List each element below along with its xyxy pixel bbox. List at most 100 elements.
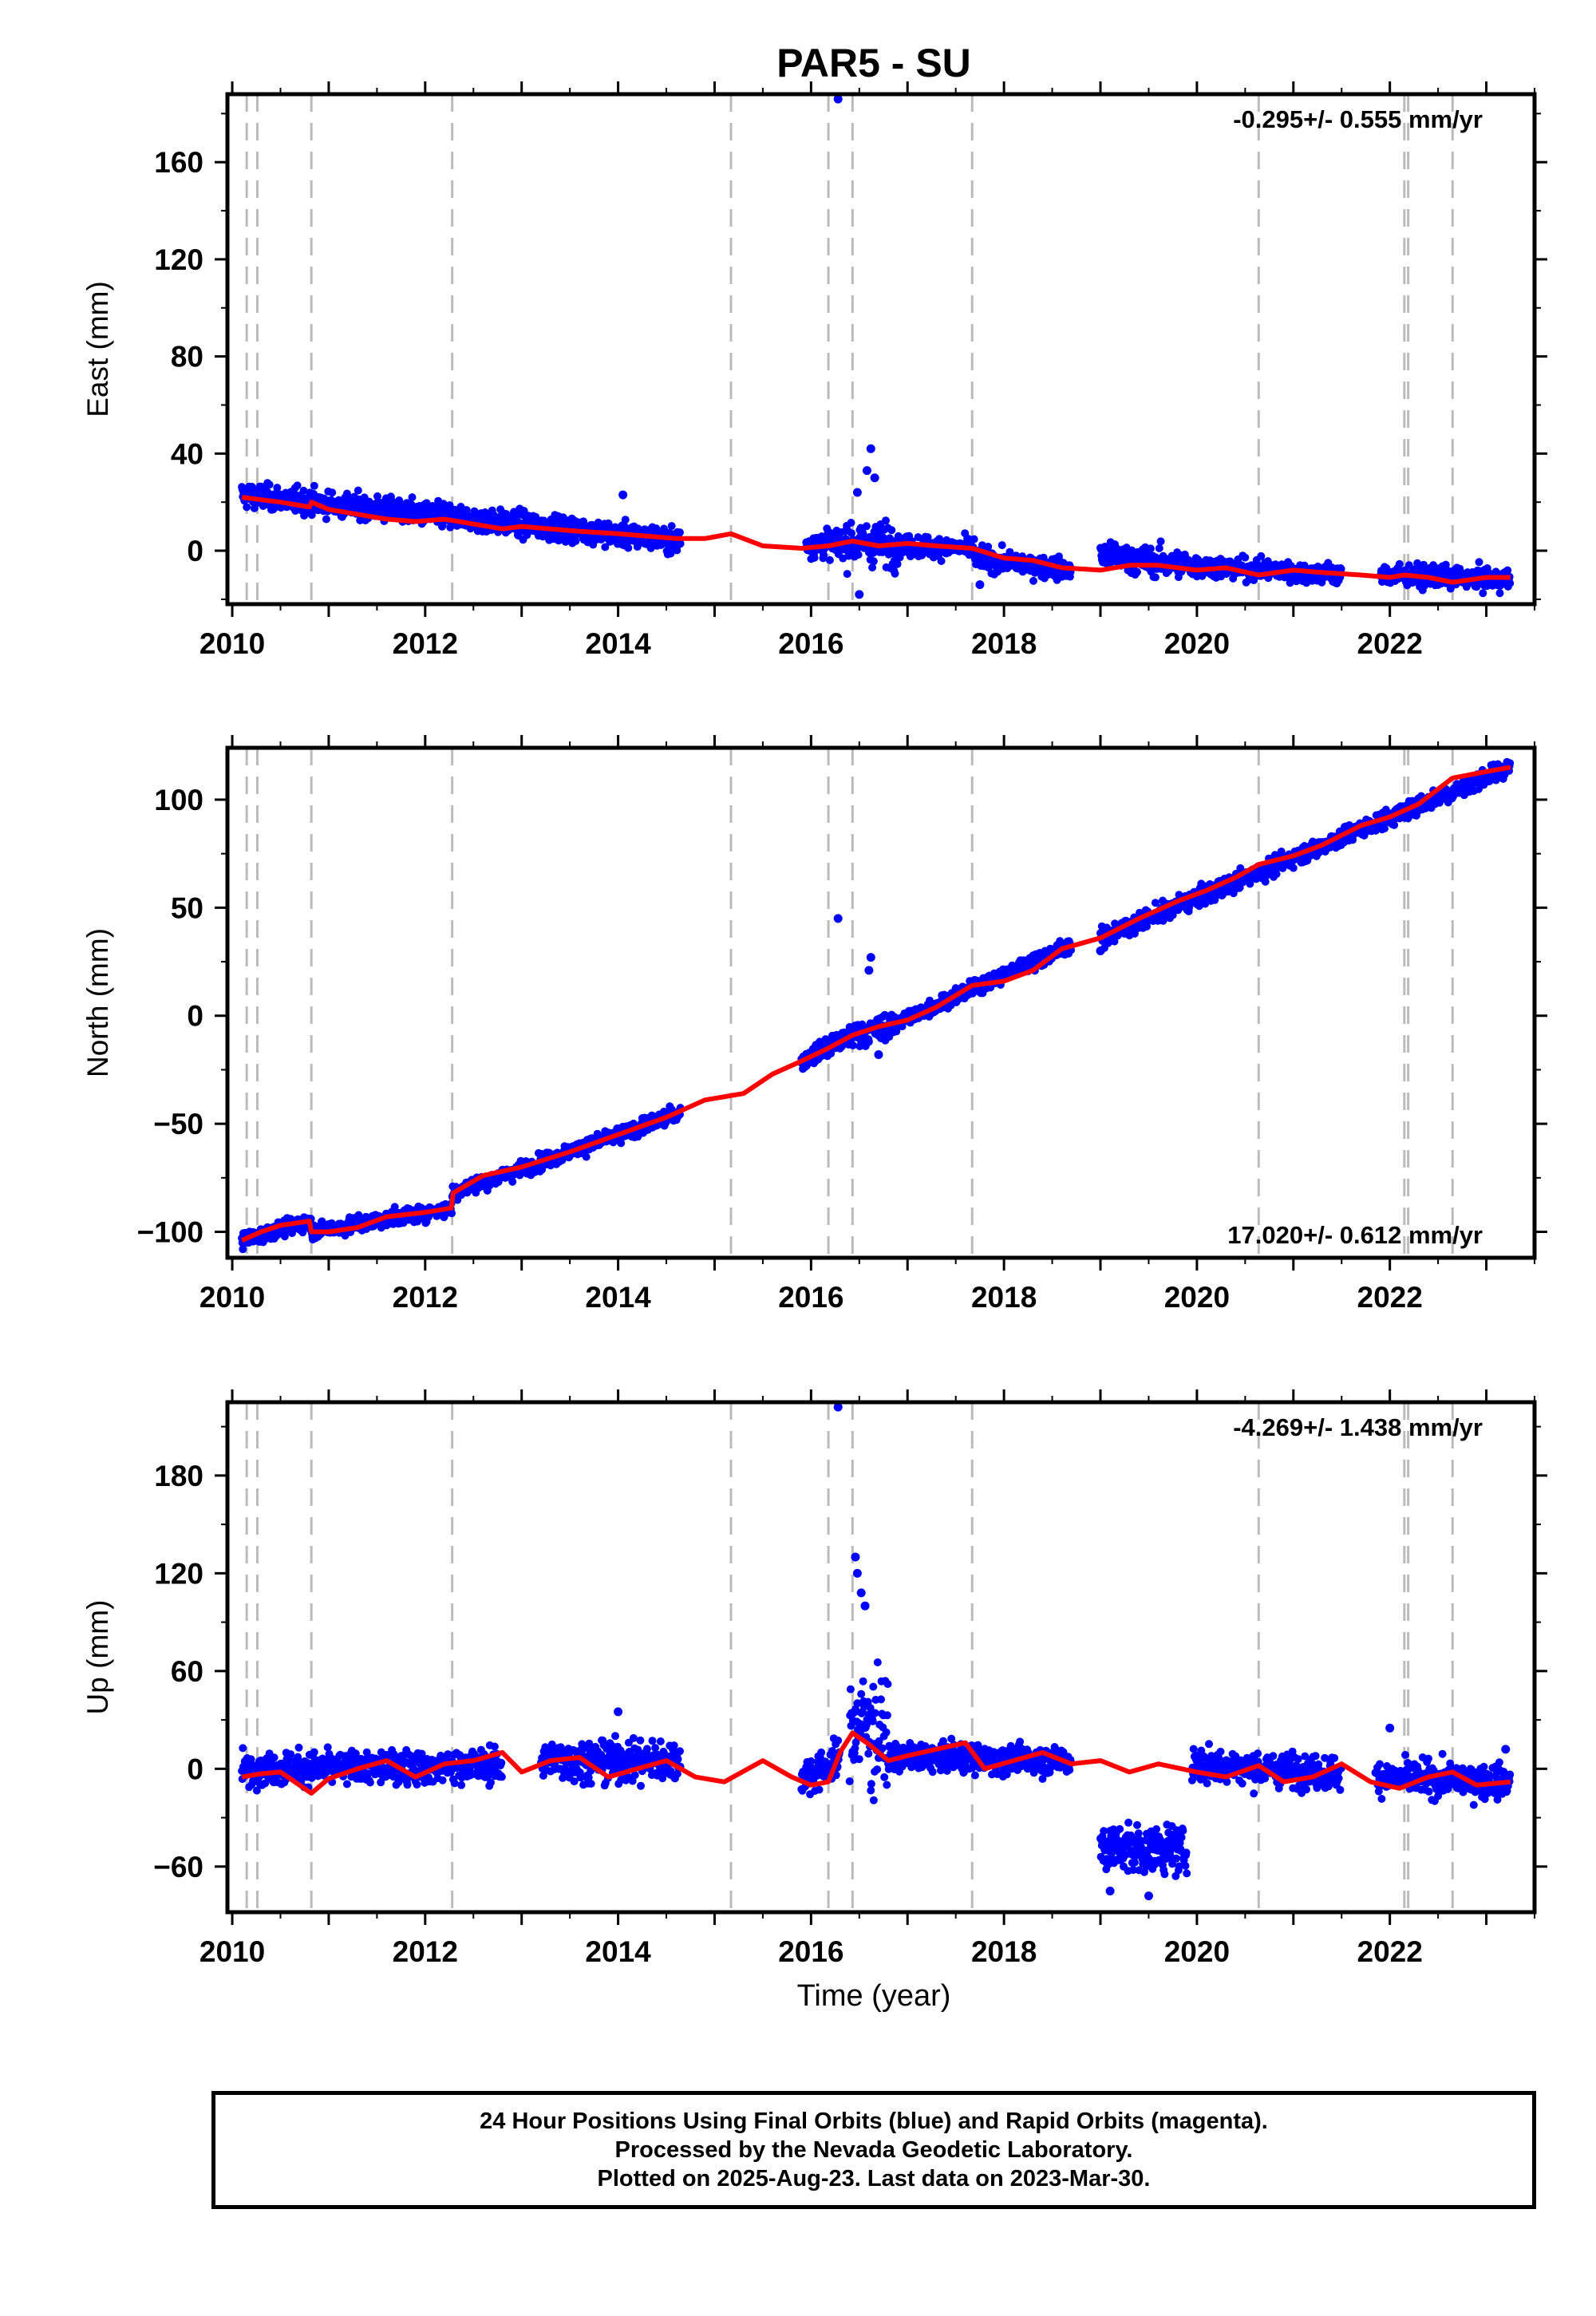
data-point [1272, 870, 1281, 879]
outlier-point [855, 590, 864, 599]
outlier-point [870, 473, 879, 483]
data-point [843, 570, 851, 579]
outlier-point [864, 966, 874, 975]
data-point [446, 523, 455, 532]
x-tick-label: 2012 [393, 627, 458, 660]
data-point [935, 535, 944, 543]
data-point [310, 1748, 318, 1757]
data-point [438, 520, 447, 529]
x-tick-label: 2018 [971, 1281, 1037, 1314]
data-point [869, 557, 878, 566]
outlier-point [852, 488, 862, 497]
x-tick-label: 2014 [585, 627, 651, 660]
data-point [617, 1139, 626, 1148]
data-point [448, 1209, 456, 1218]
data-point [239, 1245, 247, 1254]
data-point [408, 493, 417, 502]
data-point [342, 489, 351, 498]
y-tick-label: 50 [171, 891, 203, 924]
data-point [1146, 544, 1155, 553]
data-point [820, 551, 828, 559]
x-tick-label: 2022 [1357, 1281, 1423, 1314]
data-point [354, 1211, 363, 1219]
data-point [998, 541, 1006, 550]
data-point [893, 559, 902, 568]
x-tick-label: 2022 [1357, 627, 1423, 660]
outlier-point [833, 914, 843, 923]
data-point [970, 535, 978, 543]
model-line [241, 495, 1511, 585]
data-point [1257, 551, 1266, 560]
data-point [322, 515, 330, 524]
data-point [270, 1753, 279, 1762]
data-point [864, 1037, 873, 1046]
y-tick-label: 160 [154, 146, 203, 179]
data-point [887, 526, 896, 535]
data-point [1475, 558, 1483, 567]
data-point [810, 553, 819, 562]
data-point [265, 480, 274, 489]
y-tick-label: −50 [153, 1108, 203, 1140]
data-point [1337, 564, 1345, 573]
data-point [508, 1177, 517, 1186]
x-tick-label: 2010 [200, 1281, 265, 1314]
y-tick-label: 0 [187, 535, 203, 567]
x-tick-label: 2018 [971, 627, 1037, 660]
outlier-point [866, 444, 875, 453]
data-point [1156, 537, 1165, 546]
y-axis-label: North (mm) [81, 928, 114, 1077]
x-tick-label: 2020 [1164, 1281, 1230, 1314]
data-point [1241, 553, 1250, 562]
data-point [582, 1152, 591, 1161]
data-point [1151, 573, 1159, 582]
data-point [328, 488, 337, 497]
x-tick-label: 2020 [1164, 627, 1230, 660]
data-point [286, 1750, 295, 1759]
data-point [1381, 824, 1389, 833]
data-point [571, 537, 580, 545]
data-point [310, 481, 318, 490]
outlier-point [874, 1049, 883, 1059]
x-tick-label: 2010 [200, 627, 265, 660]
outlier-point [833, 94, 843, 104]
data-point [667, 522, 676, 531]
data-point [891, 569, 899, 578]
x-tick-label: 2016 [778, 627, 843, 660]
data-points [238, 757, 1515, 1254]
data-point [354, 486, 362, 495]
data-point [1390, 820, 1399, 829]
data-point [666, 549, 675, 558]
data-point [676, 539, 685, 548]
y-tick-label: 100 [154, 784, 203, 816]
data-point [1506, 579, 1515, 587]
data-point [676, 528, 684, 537]
data-point [1495, 589, 1504, 598]
data-point [594, 518, 602, 527]
outlier-point [618, 490, 628, 500]
data-point [273, 484, 282, 492]
data-point [624, 543, 633, 552]
y-tick-label: 0 [187, 1000, 203, 1033]
data-point [294, 1743, 303, 1752]
outlier-point [862, 466, 871, 476]
data-point [323, 1743, 332, 1752]
data-point [923, 533, 932, 542]
data-points [238, 1402, 1515, 1901]
data-point [601, 543, 610, 551]
data-point [862, 522, 871, 531]
rate-label: -0.295+/- 0.555 mm/yr [1233, 105, 1483, 133]
data-point [621, 516, 630, 524]
y-tick-label: −100 [137, 1216, 203, 1249]
data-point [847, 529, 856, 538]
data-point [1479, 589, 1487, 598]
data-point [299, 486, 308, 495]
chart-title: PAR5 - SU [776, 41, 971, 85]
data-point [984, 543, 993, 551]
plot-frame [225, 745, 1537, 1260]
data-point [1395, 559, 1404, 568]
data-point [243, 503, 251, 512]
